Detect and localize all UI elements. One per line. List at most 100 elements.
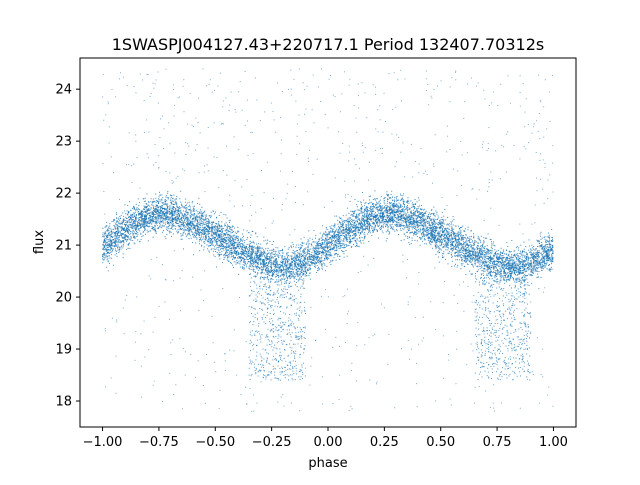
scatter-point (160, 219, 162, 221)
scatter-point (280, 269, 282, 271)
scatter-point (472, 252, 474, 254)
scatter-point (400, 216, 402, 218)
scatter-point (394, 204, 396, 206)
scatter-point (226, 240, 228, 242)
scatter-point (354, 227, 356, 229)
scatter-point (470, 261, 472, 263)
scatter-point (254, 262, 256, 264)
scatter-point (181, 216, 183, 218)
scatter-point (215, 234, 217, 236)
scatter-point (546, 262, 548, 264)
scatter-point (463, 260, 465, 262)
scatter-point (347, 244, 349, 246)
scatter-point (339, 243, 341, 245)
scatter-point (108, 238, 110, 240)
scatter-point (463, 266, 465, 268)
scatter-point (160, 200, 162, 202)
scatter-point (290, 265, 292, 267)
scatter-point (420, 217, 421, 219)
scatter-point (483, 268, 485, 270)
scatter-point (293, 277, 295, 279)
scatter-point (111, 248, 113, 250)
scatter-point (178, 209, 180, 211)
scatter-point (165, 208, 167, 210)
scatter-point (204, 226, 206, 228)
scatter-point (491, 248, 493, 250)
scatter-point (457, 243, 459, 245)
scatter-point (207, 221, 209, 223)
scatter-point (406, 221, 408, 223)
scatter-point (468, 240, 470, 242)
scatter-point (254, 252, 256, 254)
scatter-point (231, 247, 233, 249)
scatter-point (430, 235, 432, 237)
scatter-point (424, 222, 426, 224)
scatter-point (544, 263, 546, 265)
scatter-point (437, 234, 439, 236)
scatter-point (145, 211, 147, 213)
scatter-point (281, 262, 283, 264)
scatter-point (483, 241, 485, 243)
scatter-point (346, 226, 348, 228)
scatter-point (344, 246, 346, 248)
scatter-point (102, 227, 104, 229)
scatter-point (307, 260, 309, 262)
scatter-point (442, 226, 444, 228)
scatter-point (145, 203, 147, 205)
scatter-point (304, 254, 306, 256)
scatter-point (231, 228, 233, 230)
scatter-point (525, 263, 527, 265)
scatter-point (354, 210, 356, 212)
scatter-point (510, 251, 512, 253)
scatter-point (410, 226, 412, 228)
scatter-point (467, 243, 469, 245)
scatter-point (337, 232, 339, 233)
scatter-point (160, 207, 162, 209)
scatter-point (350, 231, 352, 233)
scatter-point (414, 230, 416, 232)
scatter-point (141, 217, 143, 219)
scatter-point (377, 203, 379, 205)
scatter-point (515, 266, 517, 268)
scatter-point (215, 233, 216, 235)
scatter-point (466, 256, 468, 258)
scatter-point (520, 271, 522, 273)
scatter-point (217, 224, 219, 226)
scatter-point (356, 245, 358, 247)
scatter-point (350, 241, 352, 243)
scatter-point (406, 217, 408, 219)
scatter-point (543, 250, 545, 252)
scatter-point (357, 220, 359, 222)
scatter-point (419, 212, 421, 214)
scatter-point (215, 229, 217, 231)
scatter-point (250, 252, 252, 254)
scatter-point (503, 270, 505, 272)
scatter-point (485, 260, 487, 262)
scatter-point (117, 243, 119, 245)
scatter-point (346, 219, 348, 221)
scatter-point (400, 224, 402, 226)
scatter-point (231, 238, 233, 240)
scatter-point (330, 234, 332, 236)
scatter-point (469, 270, 471, 272)
scatter-point (501, 255, 503, 257)
scatter-point (370, 214, 372, 216)
scatter-point (209, 251, 211, 253)
scatter-point (498, 283, 500, 285)
scatter-point (274, 268, 276, 270)
scatter-point (201, 216, 203, 218)
scatter-point (544, 258, 546, 260)
scatter-point (472, 245, 474, 246)
scatter-point (262, 252, 264, 254)
scatter-point (415, 222, 417, 224)
scatter-point (409, 223, 411, 225)
scatter-point (489, 256, 491, 258)
scatter-point (215, 222, 217, 224)
scatter-point (510, 271, 512, 273)
scatter-point (271, 262, 273, 264)
scatter-point (533, 255, 535, 257)
scatter-point (317, 243, 319, 245)
scatter-point (113, 244, 115, 246)
scatter-point (335, 236, 337, 238)
scatter-point (469, 257, 471, 259)
